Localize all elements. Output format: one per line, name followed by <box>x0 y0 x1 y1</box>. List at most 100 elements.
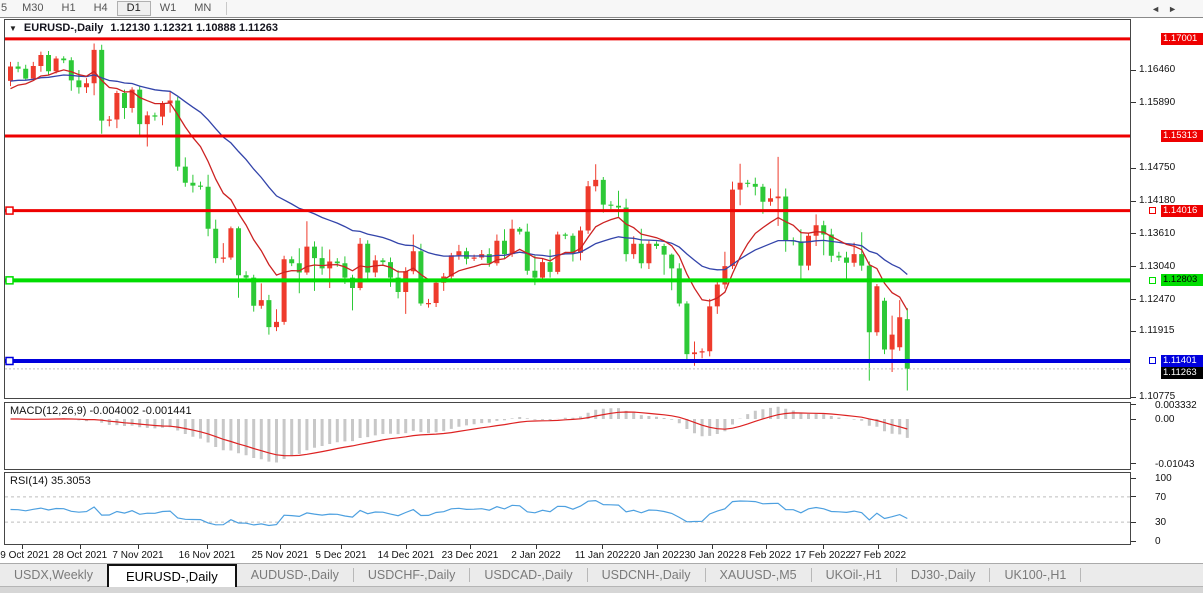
tab-scroll-right-icon[interactable]: ► <box>1168 4 1185 14</box>
macd-tick-mark <box>1131 463 1136 465</box>
level-price-label: 1.12803 <box>1161 274 1203 287</box>
macd-canvas[interactable] <box>5 403 1130 469</box>
date-tick-mark <box>470 545 471 549</box>
date-tick-mark <box>138 545 139 549</box>
date-tick-label: 27 Feb 2022 <box>849 550 907 561</box>
timeframe-button-h1[interactable]: H1 <box>61 2 76 14</box>
date-tick-label: 8 Feb 2022 <box>740 550 792 561</box>
date-tick-label: 25 Nov 2021 <box>251 550 309 561</box>
chart-tab-dj30-daily[interactable]: DJ30-,Daily <box>910 568 976 582</box>
price-tick-mark <box>1131 299 1136 300</box>
timeframe-button-m30[interactable]: M30 <box>22 2 44 14</box>
date-tick-label: 14 Dec 2021 <box>377 550 435 561</box>
chart-collapse-icon[interactable]: ▼ <box>9 23 17 33</box>
price-tick-mark <box>1131 330 1136 332</box>
chart-title-symbol: EURUSD-,Daily <box>23 22 104 34</box>
tab-divider <box>1080 568 1082 582</box>
chart-tab-audusd-daily[interactable]: AUDUSD-,Daily <box>250 568 339 582</box>
tab-divider <box>352 568 354 582</box>
chart-tab-eurusd-daily[interactable]: EURUSD-,Daily <box>106 564 237 587</box>
line-left-handle[interactable] <box>5 206 14 215</box>
tab-scroll-arrows: ◄► <box>1151 4 1185 14</box>
fast-ma-line <box>10 69 908 311</box>
main-price-chart-panel[interactable] <box>4 19 1131 399</box>
rsi-indicator-panel[interactable] <box>4 472 1131 545</box>
date-tick-mark <box>207 545 208 549</box>
date-tick-mark <box>823 545 824 549</box>
line-right-handle[interactable] <box>1149 357 1156 365</box>
chart-tab-usdchf-daily[interactable]: USDCHF-,Daily <box>367 568 456 582</box>
timeframe-button-h4[interactable]: H4 <box>93 2 108 14</box>
price-tick-mark <box>1131 266 1136 268</box>
rsi-tick-mark <box>1131 477 1136 479</box>
line-right-handle[interactable] <box>1149 276 1156 284</box>
chart-tab-xauusd-m5[interactable]: XAUUSD-,M5 <box>719 568 797 582</box>
chart-tab-usdx-weekly[interactable]: USDX,Weekly <box>14 568 93 582</box>
macd-axis-label: 0.00 <box>1155 414 1175 425</box>
price-tick-mark <box>1131 233 1136 235</box>
toolbar-separator <box>226 2 228 15</box>
macd-axis-label: -0.01043 <box>1155 458 1195 470</box>
candlestick-chart-canvas[interactable] <box>5 20 1130 398</box>
price-tick-label: 1.10775 <box>1139 391 1176 402</box>
chart-tab-bar: USDX,Weekly EURUSD-,Daily AUDUSD-,Daily USD… <box>0 563 1203 587</box>
rsi-tick-mark <box>1131 496 1136 498</box>
price-tick-label: 1.14750 <box>1139 162 1176 174</box>
chart-tab-uk100-h1[interactable]: UK100-,H1 <box>1004 568 1067 582</box>
level-price-label: 1.14016 <box>1161 204 1203 217</box>
line-left-handle[interactable] <box>5 356 14 366</box>
date-tick-mark <box>766 545 767 549</box>
down-candle-wicks <box>17 44 908 391</box>
rsi-axis-label: 100 <box>1155 473 1172 484</box>
date-tick-mark <box>280 545 281 549</box>
tab-divider <box>810 568 812 582</box>
timeframe-button-5[interactable]: 5 <box>1 2 8 14</box>
date-tick-label: 2 Jan 2022 <box>511 550 561 561</box>
tab-divider <box>586 568 588 582</box>
date-tick-label: 23 Dec 2021 <box>441 550 499 561</box>
tab-divider <box>989 568 991 582</box>
current-price-label: 1.11263 <box>1161 367 1203 380</box>
rsi-tick-mark <box>1131 540 1136 542</box>
price-axis-gutter[interactable]: 1.16460 1.15890 1.14750 1.14180 1.13610 1.130… <box>1131 19 1203 562</box>
date-tick-mark <box>406 545 407 549</box>
date-tick-mark <box>602 545 603 549</box>
date-axis[interactable]: 19 Oct 2021 28 Oct 2021 7 Nov 2021 16 Nov 2… <box>0 545 1203 563</box>
date-tick-label: 11 Jan 2022 <box>574 550 630 561</box>
up-candle-wicks <box>10 43 901 372</box>
rsi-canvas[interactable] <box>5 473 1130 544</box>
level-price-label: 1.15313 <box>1161 129 1203 142</box>
macd-signal-line <box>10 411 908 457</box>
chart-tab-ukoil-h1[interactable]: UKOil-,H1 <box>825 568 882 582</box>
date-tick-label: 30 Jan 2022 <box>684 550 740 561</box>
line-left-handle[interactable] <box>5 276 14 285</box>
timeframe-toolbar: 5 M30 H1 H4 D1 W1 MN <box>0 0 1203 18</box>
price-tick-label: 1.15890 <box>1139 96 1176 108</box>
tab-divider <box>704 568 706 582</box>
macd-indicator-panel[interactable] <box>4 402 1131 470</box>
price-tick-label: 1.11915 <box>1139 325 1175 337</box>
bottom-strip <box>0 586 1203 593</box>
chart-tab-usdcnh-daily[interactable]: USDCNH-,Daily <box>601 568 691 582</box>
rsi-label: RSI(14) 35.3053 <box>10 475 91 487</box>
date-tick-mark <box>657 545 658 549</box>
level-price-label: 1.11401 <box>1161 354 1203 367</box>
date-tick-mark <box>80 545 81 549</box>
chart-title: ▼ EURUSD-,Daily 1.12130 1.12321 1.10888 … <box>9 22 278 34</box>
macd-label: MACD(12,26,9) -0.004002 -0.001441 <box>10 405 192 417</box>
timeframe-button-mn[interactable]: MN <box>194 2 212 14</box>
timeframe-button-w1[interactable]: W1 <box>159 2 177 14</box>
date-tick-mark <box>341 545 342 549</box>
date-tick-mark <box>712 545 713 549</box>
tab-divider <box>469 568 471 582</box>
price-tick-label: 1.12470 <box>1139 293 1176 305</box>
price-tick-mark <box>1131 200 1136 202</box>
price-tick-mark <box>1131 69 1136 71</box>
rsi-axis-label: 70 <box>1155 491 1167 503</box>
date-tick-label: 20 Jan 2022 <box>629 550 685 561</box>
date-tick-mark <box>22 545 23 549</box>
line-right-handle[interactable] <box>1149 207 1156 215</box>
tab-scroll-left-icon[interactable]: ◄ <box>1151 4 1169 14</box>
timeframe-button-d1[interactable]: D1 <box>116 1 151 16</box>
chart-tab-usdcad-daily[interactable]: USDCAD-,Daily <box>484 568 573 582</box>
